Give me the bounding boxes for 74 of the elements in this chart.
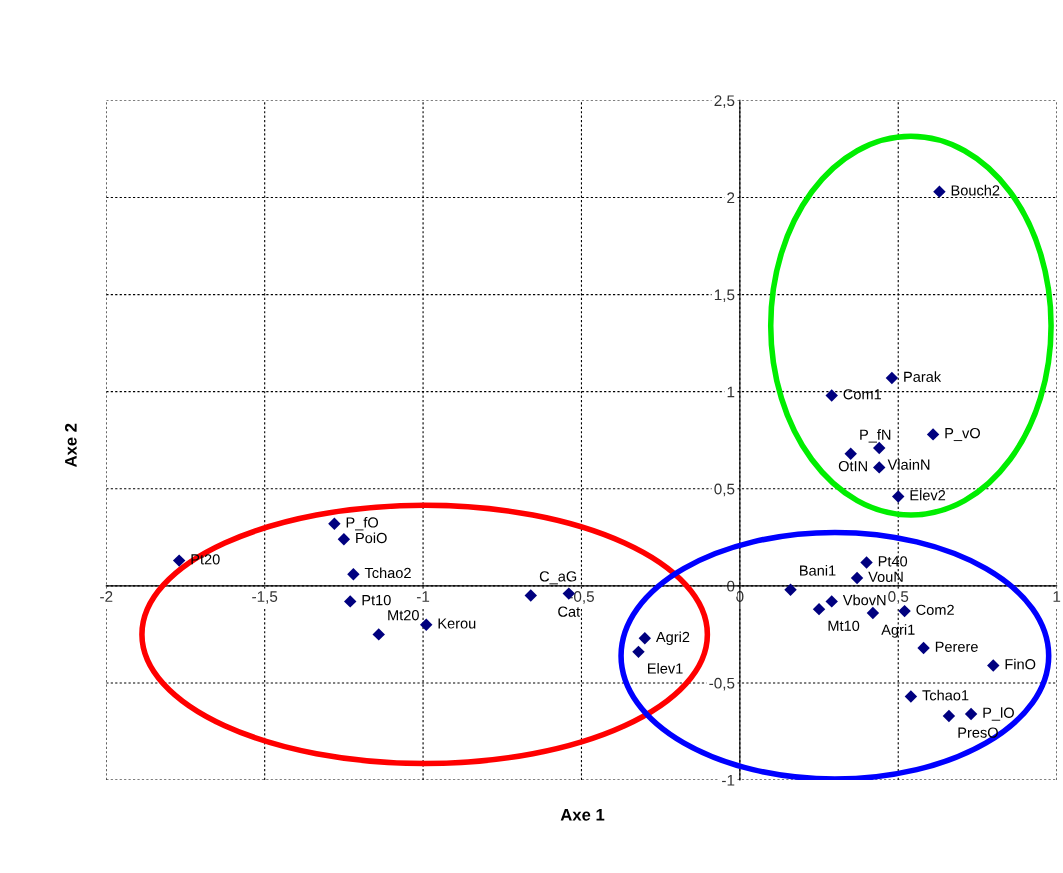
data-label: VlainN (887, 459, 930, 470)
data-label: PresO (958, 727, 998, 738)
point (420, 618, 433, 631)
point (825, 595, 838, 608)
data-label: Tchao2 (364, 567, 411, 579)
data-label: Mt20 (388, 610, 419, 621)
point (372, 628, 385, 641)
data-label: Pt10 (362, 594, 391, 606)
data-label: Tchao1 (922, 689, 969, 701)
data-label: Agri2 (655, 631, 690, 646)
x-tick-label: 1 (1053, 591, 1061, 602)
y-tick-label: -0,5 (709, 677, 735, 691)
point (825, 389, 838, 402)
data-label: Bouch2 (951, 184, 1000, 196)
data-label: Bani1 (800, 565, 836, 576)
data-label: P_fO (346, 516, 379, 531)
data-label: Parak (904, 371, 942, 382)
point (328, 517, 341, 530)
point (917, 641, 930, 655)
y-tick-label: 1,5 (714, 289, 735, 303)
point (524, 589, 537, 602)
point (638, 632, 652, 645)
y-tick-label: 2 (727, 192, 735, 204)
y-axis-title: Axe 2 (64, 423, 77, 468)
point (844, 447, 857, 461)
data-label: Agri1 (881, 624, 915, 638)
point (933, 185, 946, 198)
point (850, 571, 864, 585)
data-label: VbovN (842, 594, 886, 606)
y-tick-label: 1 (727, 386, 735, 398)
data-label: VouN (868, 571, 903, 582)
point (784, 583, 797, 596)
point (873, 461, 886, 474)
data-label: P_lO (983, 707, 1014, 721)
point (866, 606, 880, 620)
x-tick-label: -2 (100, 591, 113, 602)
x-tick-label: 0,5 (888, 591, 909, 604)
x-tick-label: -0,5 (568, 591, 594, 604)
data-label: Perere (935, 641, 978, 652)
data-label: C_aG (539, 571, 577, 585)
point (860, 556, 873, 569)
x-axis-title: Axe 1 (560, 809, 605, 821)
point (344, 595, 357, 608)
y-tick-label: 0,5 (714, 483, 735, 497)
point (964, 707, 978, 721)
point (172, 554, 186, 567)
point (885, 371, 899, 385)
point (942, 709, 956, 723)
point (926, 428, 940, 441)
data-label: Com2 (916, 604, 954, 615)
point (632, 645, 645, 659)
point (987, 659, 1000, 672)
y-tick-label: -1 (722, 775, 735, 786)
data-label: Mt10 (828, 620, 860, 631)
point (904, 690, 918, 703)
point (892, 490, 905, 503)
data-label: P_vO (945, 427, 980, 442)
data-label: PoiO (356, 532, 387, 544)
y-tick-label: 2,5 (714, 95, 735, 108)
point (812, 602, 826, 616)
data-label: OtIN (838, 460, 867, 472)
data-label: Elev1 (648, 662, 683, 674)
data-label: Elev2 (910, 489, 946, 501)
x-tick-label: -1 (416, 591, 430, 602)
data-label: Com1 (843, 389, 882, 400)
point (898, 604, 911, 618)
data-label: FinO (1005, 658, 1036, 670)
point (337, 533, 351, 546)
x-tick-label: -1,5 (252, 591, 278, 604)
data-label: P_fN (860, 429, 891, 443)
data-label: Pt40 (878, 556, 908, 567)
data-label: Cat (558, 606, 581, 617)
point (347, 567, 360, 581)
data-label: Kerou (438, 618, 476, 629)
